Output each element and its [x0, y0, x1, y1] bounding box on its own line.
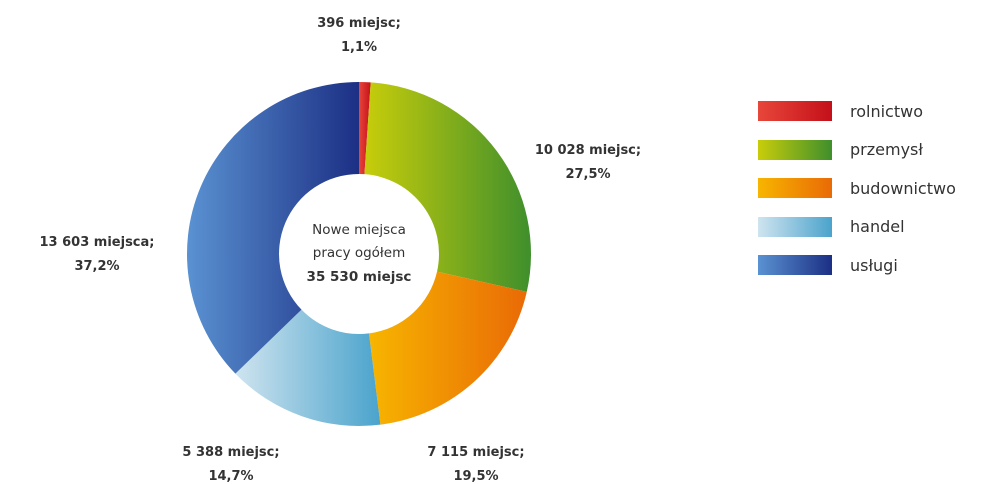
- data-label-budownictwo-value: 7 115 miejsc;: [427, 445, 524, 460]
- data-label-przemysl-percent: 27,5%: [565, 167, 610, 182]
- legend-swatch: [758, 101, 832, 122]
- center-text-total: 35 530 miejsc: [307, 269, 412, 285]
- legend-item-handel: handel: [758, 208, 956, 247]
- legend-item-rolnictwo: rolnictwo: [758, 92, 956, 131]
- center-text-line-2: pracy ogółem: [313, 245, 405, 261]
- legend-label: usługi: [850, 255, 898, 275]
- legend-label: budownictwo: [850, 178, 956, 198]
- legend-item-przemysl: przemysł: [758, 131, 956, 170]
- legend: rolnictwo przemysł budownictwo handel us…: [758, 92, 956, 285]
- slice-handel: [235, 309, 381, 426]
- slice-przemysl: [364, 82, 531, 292]
- data-label-budownictwo-percent: 19,5%: [453, 469, 498, 484]
- slice-budownictwo: [368, 271, 527, 425]
- data-label-rolnictwo-value: 396 miejsc;: [317, 16, 401, 31]
- legend-swatch: [758, 139, 832, 160]
- center-label: Nowe miejsca pracy ogółem 35 530 miejsc: [307, 222, 412, 285]
- data-label-rolnictwo-percent: 1,1%: [341, 40, 377, 55]
- legend-swatch: [758, 255, 832, 276]
- legend-label: rolnictwo: [850, 101, 923, 121]
- data-label-uslugi-value: 13 603 miejsca;: [40, 235, 155, 250]
- center-text-line-1: Nowe miejsca: [312, 222, 406, 238]
- data-label-handel-percent: 14,7%: [208, 469, 253, 484]
- data-label-przemysl-value: 10 028 miejsc;: [535, 143, 641, 158]
- slice-uslugi: [187, 82, 359, 374]
- legend-item-budownictwo: budownictwo: [758, 169, 956, 208]
- slice-rolnictwo: [359, 82, 371, 175]
- legend-swatch: [758, 216, 832, 237]
- data-label-uslugi-percent: 37,2%: [74, 259, 119, 274]
- legend-label: handel: [850, 217, 905, 237]
- legend-swatch: [758, 178, 832, 199]
- legend-label: przemysł: [850, 140, 923, 160]
- data-label-handel-value: 5 388 miejsc;: [182, 445, 279, 460]
- legend-item-uslugi: usługi: [758, 246, 956, 285]
